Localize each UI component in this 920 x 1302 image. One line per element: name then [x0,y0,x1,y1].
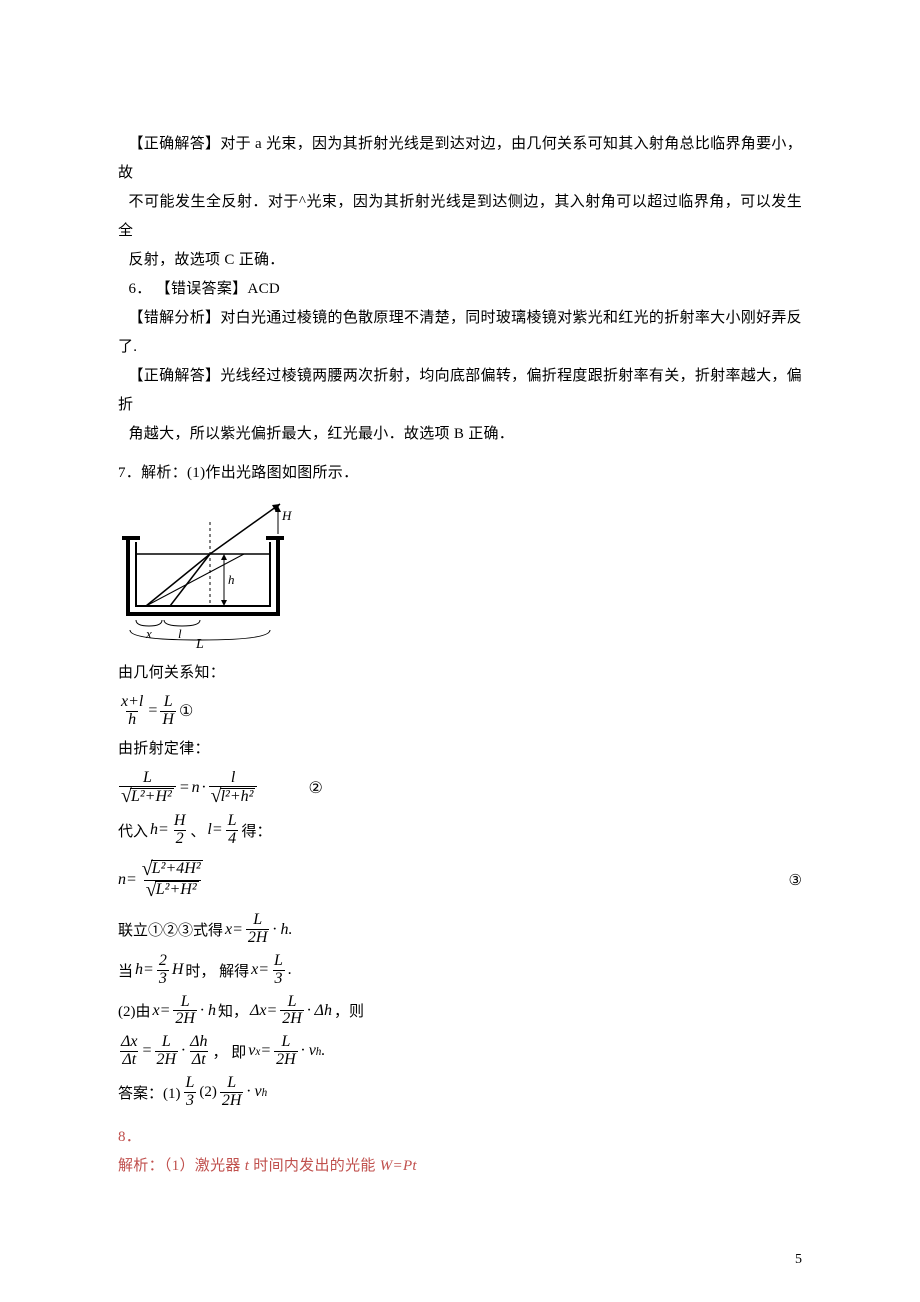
eq2-rhs-den: l²+h² [220,788,256,806]
q5-correct-line1: 【正确解答】对于 a 光束，因为其折射光线是到达对边，由几何关系可知其入射角总比… [118,130,802,188]
q8-analysis-label: 解析： [118,1158,164,1174]
q7-combine: 联立①②③式得 x= L2H · h. [118,912,802,947]
q7-part2: (2)由 x= L2H · h 知， Δx= L2H · Δh ，则 [118,994,802,1029]
q6-wrong-analysis: 【错解分析】对白光通过棱镜的色散原理不清楚，同时玻璃棱镜对紫光和红光的折射率大小… [118,304,802,362]
dv-rn: Δh [188,1034,209,1051]
q7-geom-intro: 由几何关系知： [118,659,802,688]
sub-hd: 2 [174,830,186,848]
label-L: L [195,637,204,648]
document-page: 【正确解答】对于 a 光束，因为其折射光线是到达对边，由几何关系可知其入射角总比… [0,0,920,1302]
comb-d: 2H [246,929,270,947]
eq2-rhs-num: l [229,770,237,787]
eq2-lhs-num: L [141,770,154,787]
when-xd: 3 [273,970,285,988]
eq1-lhs-num: x+l [119,694,145,711]
eq1-rhs-num: L [162,694,175,711]
ans-1d: 3 [184,1092,196,1110]
p2-x: x= [153,1002,171,1020]
when-tail: . [288,961,292,979]
eq1-tag: ① [179,701,193,721]
label-H: H [281,508,292,523]
dv-vd: 2H [274,1051,298,1069]
eq2-lhs-den: L²+H² [130,788,174,806]
comb-h: · h. [272,921,292,939]
eq1-rhs-den: H [160,711,176,729]
eq1-lhs-den: h [126,711,138,729]
when-hn: 2 [157,953,169,970]
label-x: x [145,626,152,641]
comb-prefix: 联立①②③式得 [118,919,223,940]
when-xn: L [272,953,285,970]
q7-eq3-row: n= √L²+4H² √L²+H² ③ [118,854,802,907]
eq3-num: L²+4H² [151,860,203,878]
when-x: x= [251,961,269,979]
when-hd: 3 [157,970,169,988]
sub-ld: 4 [226,830,238,848]
q8-analysis: 解析：（1）激光器 t 时间内发出的光能 W=Pt [118,1152,802,1181]
p2-f1d: 2H [173,1010,197,1028]
ans-2d: 2H [220,1092,244,1110]
sub-hn: H [172,813,188,830]
q7-head: 7．解析：(1)作出光路图如图所示． [118,459,802,488]
ans-prefix: 答案：(1) [118,1082,181,1103]
p2-f1n: L [179,994,192,1011]
when-h: h= [135,961,154,979]
q6-head: 6． 【错误答案】ACD [118,275,802,304]
ans-sep: (2) [199,1084,217,1101]
comb-x: x= [225,921,243,939]
eq3-tag: ③ [789,871,802,890]
q7-refraction-intro: 由折射定律： [118,735,802,764]
q7-eq1: x+lh = LH ① [118,694,802,729]
label-l: l [178,626,182,641]
eq2-tag: ② [308,778,322,798]
q5-correct-line3: 反射，故选项 C 正确． [118,246,802,275]
p2-prefix: (2)由 [118,1000,151,1021]
q7-ray-diagram: H h x l L [116,498,802,653]
q7-eq3: n= √L²+4H² √L²+H² [118,860,206,901]
q7-substitute: 代入 h= H2 、 l= L4 得： [118,813,802,848]
q8-head: 8． [118,1123,802,1152]
dv-ld: Δt [120,1051,138,1069]
sub-ln: L [226,813,239,830]
sub-suffix: 得： [242,820,272,841]
dv-rd: Δt [190,1051,208,1069]
p2-f2d: 2H [280,1010,304,1028]
label-h: h [228,572,235,587]
eq3-den: L²+H² [155,881,199,899]
q5-correct-line2: 不可能发生全反射．对于^光束，因为其折射光线是到达侧边，其入射角可以超过临界角，… [118,188,802,246]
dv-ln: Δx [119,1034,140,1051]
when-prefix: 当 [118,960,133,981]
q8-eq: W=Pt [380,1158,417,1174]
eq3-lhs: n= [118,871,137,889]
sub-prefix: 代入 [118,820,148,841]
sub-sep: 、 [190,820,205,841]
ans-2n: L [225,1075,238,1092]
q6-correct-1: 【正确解答】光线经过棱镜两腰两次折射，均向底部偏转，偏折程度跟折射率有关，折射率… [118,362,802,420]
p2-f2n: L [286,994,299,1011]
dv-vn: L [279,1034,292,1051]
q7-eq2: L √L²+H² =n· l √l²+h² ② [118,770,802,808]
sub-h: h= [150,821,169,839]
q8-text-a: （1）激光器 [164,1158,245,1174]
ans-1n: L [184,1075,197,1092]
comb-n: L [251,912,264,929]
page-number: 5 [795,1252,802,1268]
q6-correct-2: 角越大，所以紫光偏折最大，红光最小．故选项 B 正确． [118,420,802,449]
q8-text-b: 时间内发出的光能 [249,1158,380,1174]
q7-when: 当 h= 23 H 时， 解得 x= L3 . [118,953,802,988]
sub-l: l= [207,821,222,839]
q7-answer: 答案：(1) L3 (2) L2H · vh [118,1075,802,1110]
q7-deriv: ΔxΔt = L2H · ΔhΔt ， 即 vx= L2H · vh. [118,1034,802,1069]
dv-md: 2H [155,1051,179,1069]
dv-mn: L [160,1034,173,1051]
